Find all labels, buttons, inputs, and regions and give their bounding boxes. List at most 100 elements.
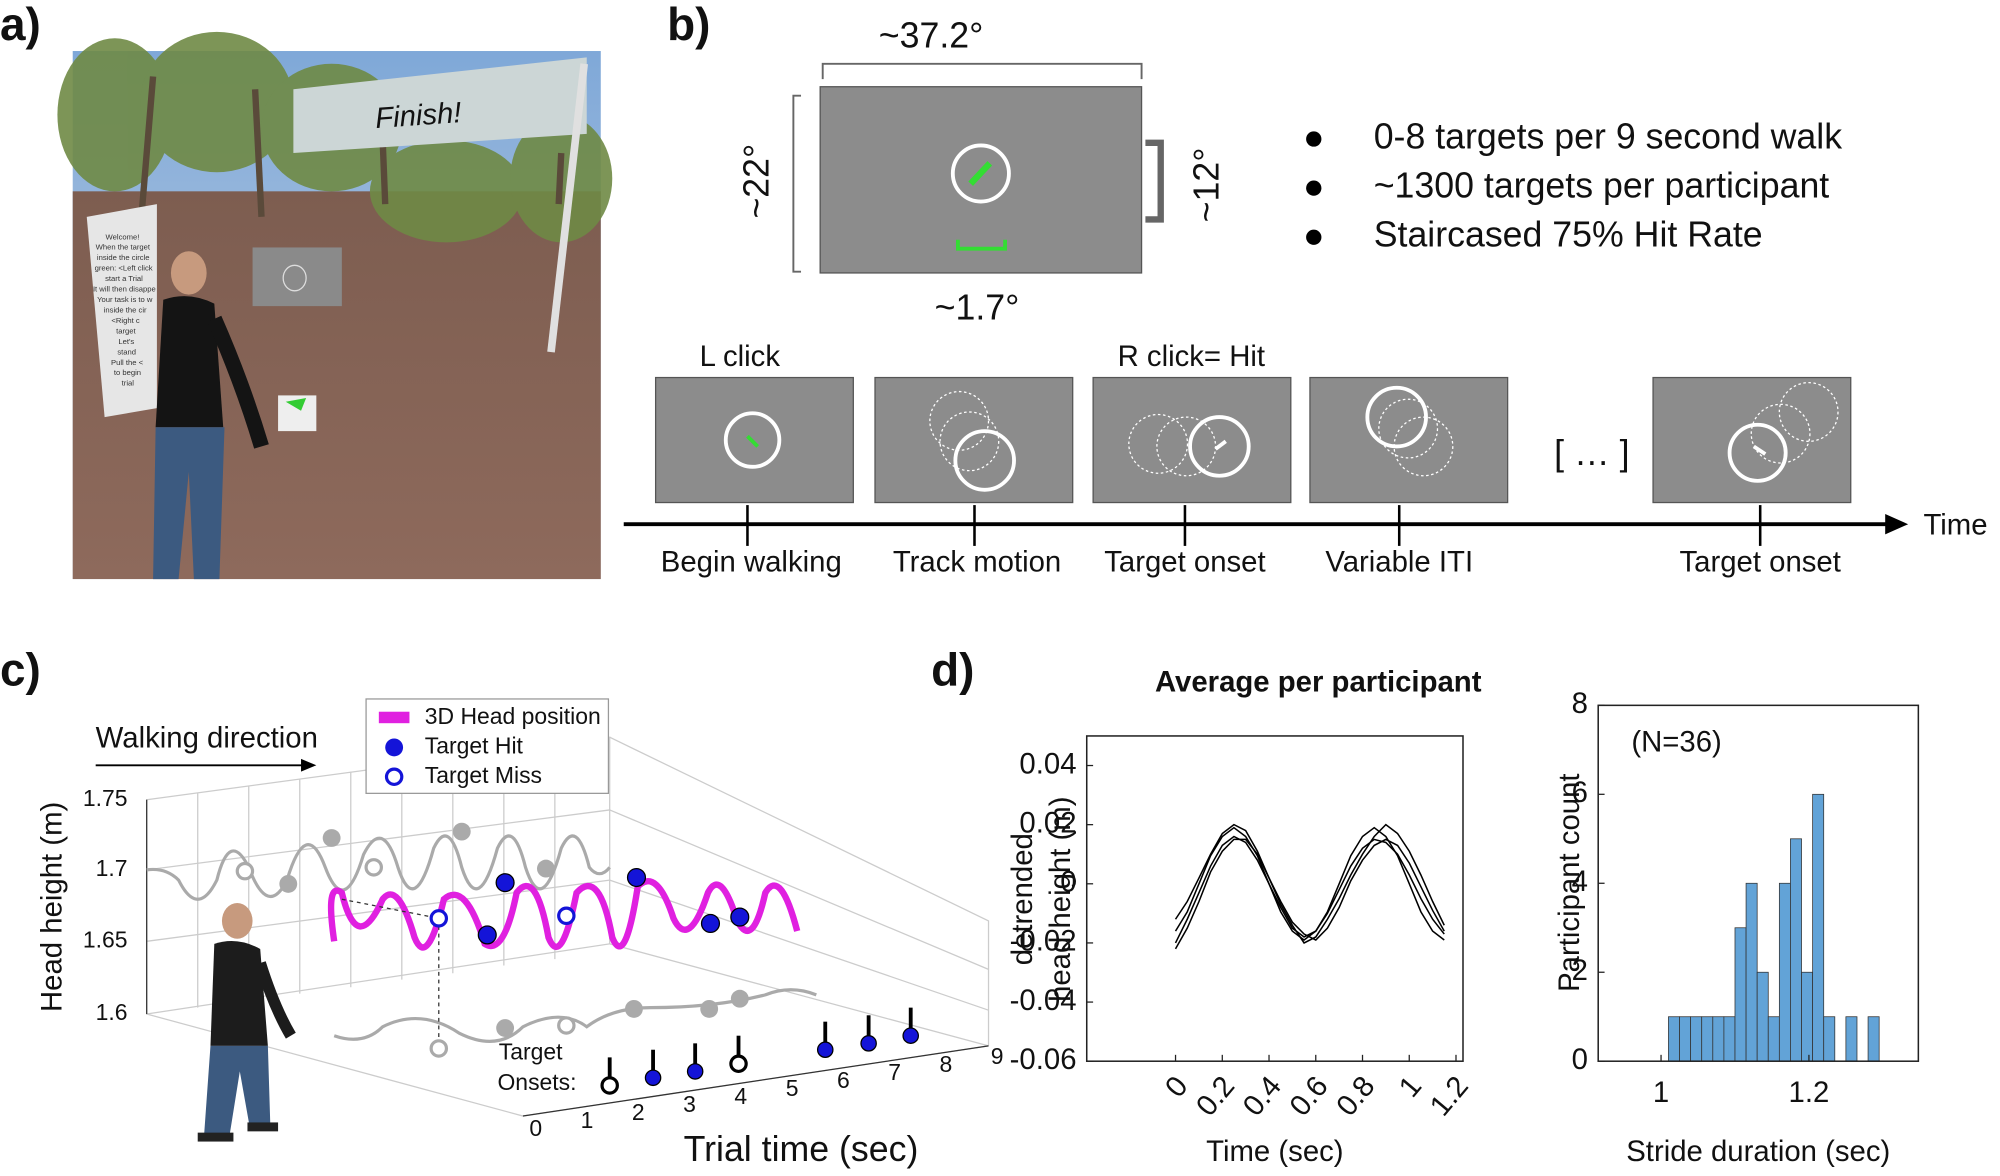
histogram-bar <box>1812 793 1825 1062</box>
panel-c-g-path <box>254 961 296 1039</box>
panel-b-g: Begin walking Track motion Target onset Var… <box>661 505 1841 579</box>
panel-b-polygon <box>1885 514 1909 535</box>
histogram-bar <box>1679 1016 1692 1062</box>
panel-b-g-circle <box>723 411 782 469</box>
panel-b: b) ~37.2° ~22° ~12° ~1.7° 0-8 targets pe… <box>623 0 1988 579</box>
panel-c-circle <box>384 767 404 787</box>
x-tick-label: 1 <box>1653 1076 1669 1109</box>
y-tick-label: -0.06 <box>1010 1043 1077 1076</box>
x-tick-label: 2 <box>632 1099 645 1125</box>
instruction-line: trial <box>122 379 135 388</box>
panel-b-text: ~37.2° <box>879 16 984 56</box>
panel-c-g-circle <box>860 1035 877 1052</box>
panel-c-g-circle <box>322 829 341 847</box>
panel-c-path <box>146 834 611 901</box>
panel-c-g: 1.75 1.7 1.65 1.6 0 1 2 3 4 5 6 7 8 9 <box>83 785 1004 1141</box>
panel-b-text: L click <box>700 340 781 373</box>
panel-b-g-circle <box>1778 382 1839 442</box>
panel-a-line <box>547 63 588 353</box>
x-tick-label: 1.2 <box>1789 1076 1830 1109</box>
panel-b-g-circle <box>1128 413 1189 474</box>
panel-c-g-circle <box>730 907 750 927</box>
panel-a-text: Finish! <box>374 96 462 135</box>
panel-c-g-circle <box>902 1027 920 1044</box>
x-tick-label: 9 <box>991 1043 1004 1069</box>
instruction-line: When the target <box>96 243 151 252</box>
panel-b-path <box>821 62 1143 80</box>
panel-b-text: ~22° <box>736 144 776 219</box>
panel-b-path <box>1145 139 1164 223</box>
panel-c-g <box>429 906 576 928</box>
y-tick-label: 1.65 <box>83 926 128 952</box>
x-tick-label: 0.8 <box>1330 1070 1381 1122</box>
x-tick-label: 4 <box>734 1083 747 1109</box>
panel-c-g <box>644 1027 920 1087</box>
panel-a-g <box>153 251 269 580</box>
panel-c-g-circle <box>495 873 515 893</box>
panel-a-g-path <box>155 296 224 428</box>
x-axis-label: Time (sec) <box>1206 1135 1343 1168</box>
trace <box>1174 835 1445 944</box>
panel-a-text: a) <box>0 0 41 50</box>
bullet-dot <box>1306 229 1322 245</box>
panel-b-line <box>746 434 760 448</box>
histogram-bar <box>1745 882 1758 1062</box>
panel-b-g-circle <box>929 390 990 451</box>
bullet-text: 0-8 targets per 9 second walk <box>1374 116 1843 156</box>
panel-c-g-path <box>609 736 990 1046</box>
panel-c-g-circle <box>557 906 576 926</box>
panel-a-ellipse <box>282 264 307 292</box>
panel-a-g-ellipse <box>369 140 523 243</box>
y-tick-label: 1.75 <box>83 785 128 811</box>
histogram-bar <box>1690 1016 1703 1062</box>
panel-b-g-circle <box>953 429 1016 492</box>
panel-c-g <box>477 867 750 945</box>
instruction-line: <Right c <box>111 316 139 325</box>
panel-c-text: c) <box>0 644 41 696</box>
panel-a-g-line <box>555 152 565 205</box>
x-tick-label: 0.2 <box>1190 1070 1241 1122</box>
panel-c-g-circle <box>644 1069 662 1087</box>
x-tick-label: 1 <box>581 1107 594 1133</box>
panel-c-g-circle <box>536 859 555 878</box>
panel-c-g-path <box>210 940 268 1046</box>
panel-b-g-circle <box>1727 422 1788 483</box>
panel-a-polygon <box>86 204 157 418</box>
x-tick-label: 1.2 <box>1423 1070 1474 1122</box>
histogram-bar <box>1723 1016 1736 1062</box>
histogram-bar <box>1801 971 1814 1062</box>
panel-c-g <box>197 903 296 1142</box>
panel-b-g-rect <box>654 376 854 504</box>
panel-c-text: Head height (m) <box>35 802 68 1012</box>
panel-c-g-circle <box>429 909 449 928</box>
panel-a-rect <box>252 247 342 307</box>
panel-a: a) Finish! Welcome!When the targetinside… <box>0 0 613 580</box>
panel-c-g-circle <box>626 867 647 888</box>
panel-b-g-circle <box>1365 385 1428 449</box>
panel-c-g <box>235 858 576 1058</box>
panel-d-text: d) <box>931 644 974 696</box>
y-tick-label: 8 <box>1572 687 1588 720</box>
panel-c-g-circle <box>686 1063 704 1080</box>
panel-c-g-rect <box>197 1132 234 1142</box>
y-tick-label: 1.7 <box>96 855 128 881</box>
histogram-bar <box>1823 1016 1836 1062</box>
y-axis-label: Participant count <box>1553 773 1586 991</box>
panel-a-g-line <box>379 140 389 205</box>
event-label: Track motion <box>893 546 1061 579</box>
panel-b-text: Time <box>1923 509 1987 542</box>
histogram-bar <box>1867 1016 1880 1062</box>
panel-c-text: Target Hit <box>425 732 524 758</box>
trace <box>1174 838 1445 950</box>
axes-box <box>1085 735 1464 1062</box>
x-tick-label: 7 <box>888 1059 901 1085</box>
x-tick-label: 3 <box>683 1091 696 1117</box>
panel-b-g: 0-8 targets per 9 second walk ~1300 targe… <box>1306 116 1843 255</box>
panel-b-g-circle <box>1188 415 1251 478</box>
panel-b-g-circle <box>939 411 1000 472</box>
x-tick-label: 0.6 <box>1283 1070 1334 1122</box>
